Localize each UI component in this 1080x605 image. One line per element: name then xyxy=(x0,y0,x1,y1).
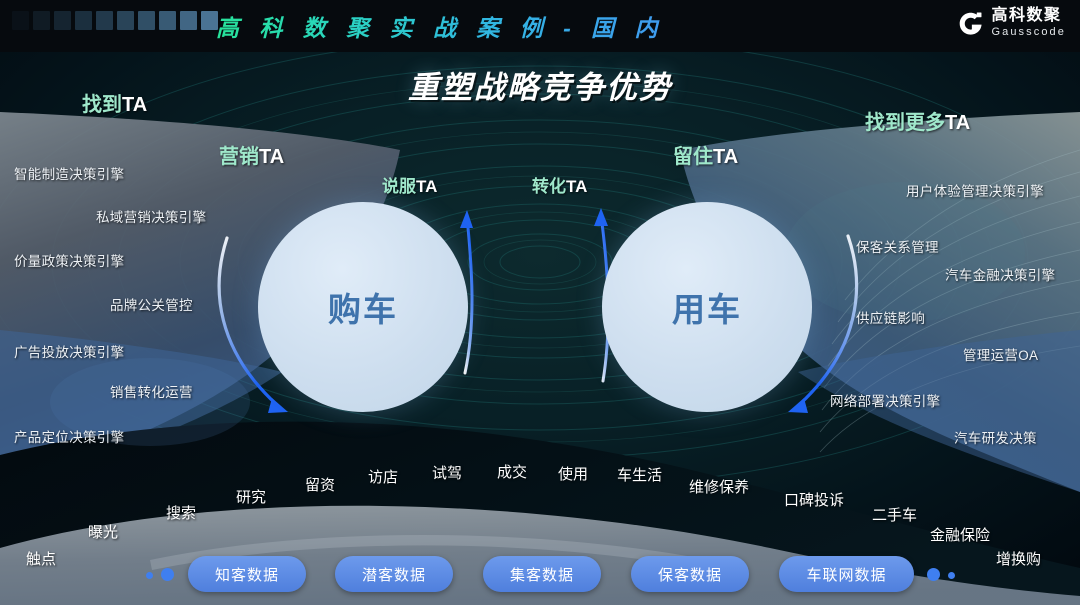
journey-stage-1: 触点 xyxy=(26,551,57,568)
ta-label-retain: 留住TA xyxy=(673,146,739,168)
journey-stage-6: 访店 xyxy=(368,469,399,486)
journey-stage-14: 金融保险 xyxy=(930,527,991,544)
data-pill-3-label: 集客数据 xyxy=(509,566,574,584)
engine-label-right-3: 汽车金融决策引擎 xyxy=(945,268,1056,283)
engine-label-left-2: 私域营销决策引擎 xyxy=(96,210,207,225)
journey-stage-5: 留资 xyxy=(305,477,336,494)
journey-stage-9: 使用 xyxy=(558,466,589,483)
pill-dot-right-small xyxy=(948,572,955,579)
header-title: 高 科 数 聚 实 战 案 例 - 国 内 xyxy=(216,9,665,43)
journey-stage-12: 口碑投诉 xyxy=(784,492,845,509)
pill-dot-left-large xyxy=(161,568,174,581)
arrow-left-outer xyxy=(217,236,288,413)
header-bar-decoration xyxy=(12,11,218,30)
brand-logo: 高科数聚 Gausscode xyxy=(957,8,1066,38)
data-pill-4-label: 保客数据 xyxy=(657,566,722,584)
arrow-left-inner xyxy=(460,210,474,375)
journey-stage-2: 曝光 xyxy=(88,524,119,541)
stage-circle-buy[interactable]: 购车 xyxy=(258,202,468,412)
ta-label-find-more: 找到更多TA xyxy=(865,112,971,134)
engine-label-right-2: 保客关系管理 xyxy=(856,240,939,255)
journey-stage-10: 车生活 xyxy=(617,467,663,484)
stage-circle-use[interactable]: 用车 xyxy=(602,202,812,412)
engine-label-left-1: 智能制造决策引擎 xyxy=(14,167,125,182)
engine-label-right-4: 供应链影响 xyxy=(856,311,925,326)
engine-label-right-7: 汽车研发决策 xyxy=(954,431,1037,446)
slide-header: 高 科 数 聚 实 战 案 例 - 国 内 高科数聚 Gausscode xyxy=(0,0,1080,52)
ta-label-market: 营销TA xyxy=(219,146,285,168)
pill-dot-right-large xyxy=(927,568,940,581)
ta-label-convert: 转化TA xyxy=(532,177,588,196)
stage-circle-use-label: 用车 xyxy=(672,291,742,328)
arrow-right-outer xyxy=(788,234,859,413)
journey-stage-8: 成交 xyxy=(497,464,528,481)
data-pill-2-label: 潜客数据 xyxy=(361,566,426,584)
ta-label-find: 找到TA xyxy=(82,94,148,116)
journey-stage-15: 增换购 xyxy=(996,551,1042,568)
data-pill-3[interactable]: 集客数据 xyxy=(483,556,601,592)
data-pill-2[interactable]: 潜客数据 xyxy=(335,556,453,592)
engine-label-left-6: 销售转化运营 xyxy=(110,385,193,400)
engine-label-left-5: 广告投放决策引擎 xyxy=(14,345,125,360)
journey-stage-11: 维修保养 xyxy=(689,479,750,496)
logo-text-en: Gausscode xyxy=(991,26,1066,38)
engine-label-right-6: 网络部署决策引擎 xyxy=(830,394,941,409)
logo-text-cn: 高科数聚 xyxy=(991,7,1062,24)
page-title: 重塑战略竞争优势 xyxy=(408,70,672,105)
data-pill-1-label: 知客数据 xyxy=(214,566,279,584)
journey-stage-7: 试驾 xyxy=(432,465,463,482)
data-pill-5[interactable]: 车联网数据 xyxy=(779,556,914,592)
engine-label-left-4: 品牌公关管控 xyxy=(110,298,193,313)
journey-stage-13: 二手车 xyxy=(872,507,918,524)
data-pill-1[interactable]: 知客数据 xyxy=(188,556,306,592)
ta-label-persuade: 说服TA xyxy=(382,177,438,196)
engine-label-right-5: 管理运营OA xyxy=(963,348,1039,363)
stage-circle-buy-label: 购车 xyxy=(328,291,398,328)
journey-stage-4: 研究 xyxy=(236,489,267,506)
data-pill-5-label: 车联网数据 xyxy=(806,566,887,584)
engine-label-left-7: 产品定位决策引擎 xyxy=(14,430,125,445)
data-pill-4[interactable]: 保客数据 xyxy=(631,556,749,592)
engine-label-left-3: 价量政策决策引擎 xyxy=(14,254,125,269)
pill-dot-left-small xyxy=(146,572,153,579)
engine-label-right-1: 用户体验管理决策引擎 xyxy=(906,184,1044,199)
journey-stage-3: 搜索 xyxy=(166,505,197,522)
gausscode-g-logo-icon xyxy=(960,12,983,35)
